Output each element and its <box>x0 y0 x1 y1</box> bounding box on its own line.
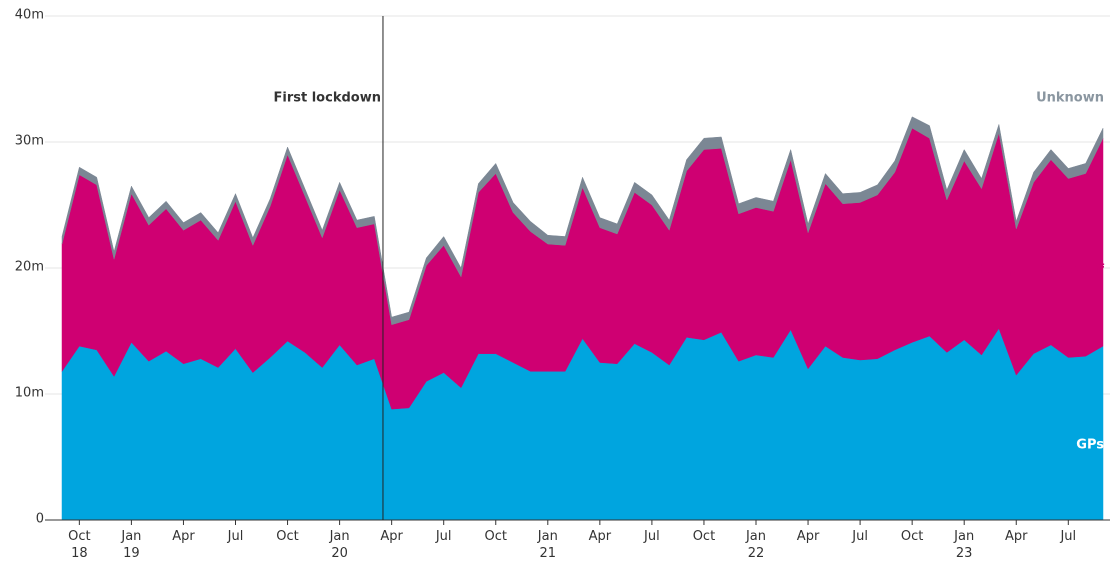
y-tick-label: 40m <box>15 8 44 23</box>
annotation: First lockdown <box>274 91 381 106</box>
y-tick-label: 30m <box>15 134 44 149</box>
x-tick-label: Oct <box>900 529 924 544</box>
y-tick-label: 20m <box>15 260 44 275</box>
x-tick-label: Jul <box>852 529 868 544</box>
x-tick-label: Jul <box>435 529 452 544</box>
x-tick-label: Apr <box>1005 529 1028 544</box>
x-tick-label: Jan 20 <box>329 529 350 561</box>
series-label: GPs <box>1076 438 1104 453</box>
x-tick-label: Jan 23 <box>954 529 975 561</box>
x-tick-label: Jul <box>644 529 660 544</box>
x-tick-label: Jan 19 <box>121 529 142 561</box>
series-label: Other practice staff <box>961 263 1105 278</box>
x-tick-label: Apr <box>380 529 403 544</box>
x-tick-label: Jul <box>1060 529 1077 544</box>
x-tick-label: Jan 22 <box>745 529 767 561</box>
x-tick-label: Oct <box>484 529 507 544</box>
x-tick-label: Apr <box>588 529 612 544</box>
y-tick-label: 0 <box>36 512 44 527</box>
x-tick-label: Jul <box>227 529 244 544</box>
area <box>61 116 1104 326</box>
y-tick-label: 10m <box>15 386 44 401</box>
x-tick-label: Apr <box>796 529 820 544</box>
x-tick-label: Jan 21 <box>537 529 558 561</box>
x-tick-label: Apr <box>172 529 195 544</box>
x-tick-label: Oct <box>692 529 716 544</box>
series-label: Unknown <box>1036 91 1104 106</box>
x-tick-label: Oct 18 <box>68 529 91 561</box>
x-tick-label: Oct <box>276 529 299 544</box>
